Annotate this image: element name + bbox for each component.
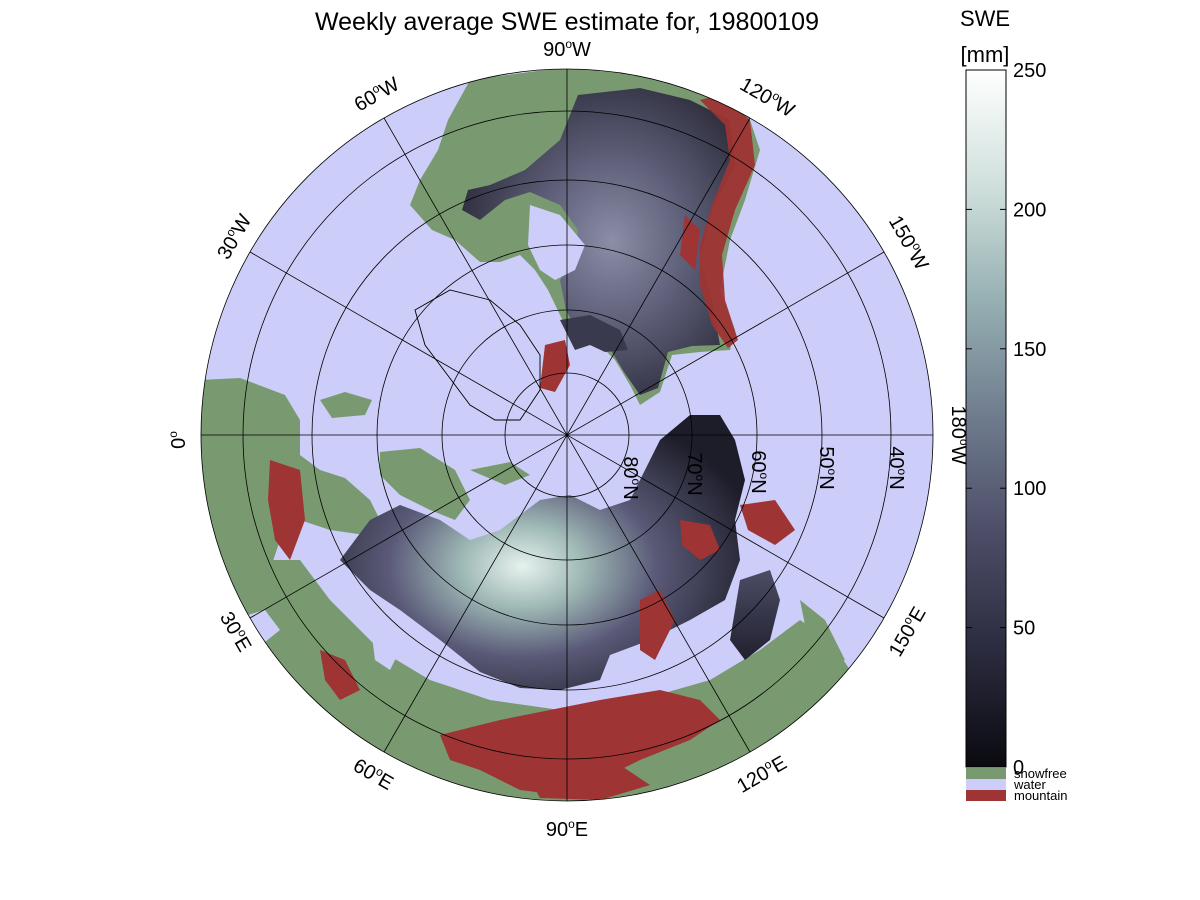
polar-map: 90oW 120oW 150oW 180oW 150oE 120oE 90oE … [166,37,971,841]
map-boundary [200,68,934,802]
rocky-mountains [700,95,755,348]
lon-label: 150oW [884,211,934,274]
legend-swatch-mountain [966,790,1006,801]
verkhoyansk-mountains [680,520,720,560]
iceland [320,392,372,418]
lon-label: 60oE [349,753,398,795]
lat-label: 40oN [885,446,909,489]
lon-label: 90oW [543,37,591,61]
greenland [414,289,541,421]
caucasus-mountains [320,650,360,700]
tibet-plateau [520,755,650,800]
colorbar-gradient [965,69,1007,768]
alps-scandes [268,460,305,560]
colorbar-unit: [mm] [961,42,1010,67]
lat-label: 80oN [619,456,643,499]
latitude-labels: 80oN 70oN 60oN 50oN 40oN [619,446,909,499]
japan [800,600,845,665]
colorbar-tick-label: 100 [1013,478,1046,500]
lon-label: 150oE [883,602,930,660]
legend-swatch-snowfree [966,768,1006,779]
arctic-islands [560,315,628,352]
lon-label: 90oE [546,817,588,841]
colorbar-title: SWE [960,6,1010,31]
colorbar-tick-label: 0 [1013,757,1024,779]
colorbar: SWE [mm] 0 50 100 150 200 250 [960,6,1046,779]
alaska-range [680,215,700,270]
caspian-sea [370,615,405,670]
chukotka-mountains [740,500,795,545]
scandinavia [380,448,470,520]
map-title: Weekly average SWE estimate for, 1980010… [315,8,819,36]
graticule [200,68,934,802]
lon-label: 180oW [947,406,971,465]
lon-label: 0o [166,431,190,449]
lon-label: 120oW [736,72,799,122]
colorbar-tick-label: 50 [1013,618,1035,640]
baffin-island [540,340,570,392]
hudson-bay [528,205,585,280]
lat-label: 50oN [815,446,839,489]
meridian-150w-30e [249,251,885,619]
lon-label: 60oW [350,72,404,117]
legend-label-mountain: mountain [1014,788,1067,803]
central-asia-mountains [440,690,720,795]
colorbar-ticks: 0 50 100 150 200 250 [966,60,1046,779]
colorbar-tick-label: 150 [1013,339,1046,361]
lat-label: 60oN [747,450,771,493]
lat-label: 70oN [683,452,707,495]
colorbar-tick-label: 200 [1013,199,1046,221]
legend-label-water: water [1013,777,1046,792]
north-america-snow [462,88,735,395]
legend-swatch-water [966,779,1006,790]
legend-label-snowfree: snowfree [1014,766,1067,781]
colorbar-tick-label: 250 [1013,60,1046,82]
